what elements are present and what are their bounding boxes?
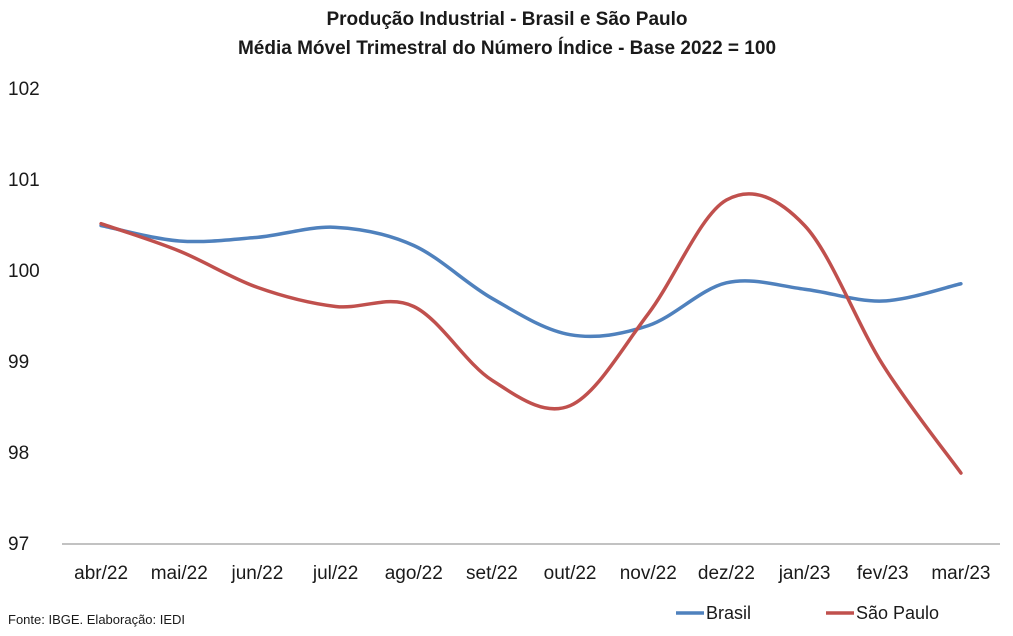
x-tick-label: abr/22 — [74, 563, 128, 584]
y-tick-label: 101 — [8, 170, 40, 191]
x-tick-label: out/22 — [544, 563, 597, 584]
legend-label-brasil: Brasil — [706, 603, 751, 623]
chart-subtitle: Média Móvel Trimestral do Número Índice … — [238, 37, 776, 59]
series-line-brasil — [99, 223, 963, 339]
y-tick-label: 98 — [8, 443, 29, 464]
series-lines — [99, 192, 963, 475]
x-tick-label: ago/22 — [385, 563, 443, 584]
x-tick-label: jun/22 — [231, 563, 284, 584]
x-tick-label: fev/23 — [857, 563, 909, 584]
x-tick-label: dez/22 — [698, 563, 755, 584]
x-tick-label: jul/22 — [312, 563, 358, 584]
y-tick-label: 99 — [8, 352, 29, 373]
x-tick-label: mar/23 — [931, 563, 990, 584]
x-tick-label: jan/23 — [778, 563, 831, 584]
x-tick-label: mai/22 — [151, 563, 208, 584]
series-line-sao-paulo — [99, 192, 963, 475]
y-tick-label: 97 — [8, 534, 29, 555]
x-axis-tick-labels: abr/22 mai/22 jun/22 jul/22 ago/22 set/22 out/… — [74, 563, 990, 584]
x-tick-label: set/22 — [466, 563, 518, 584]
y-tick-label: 102 — [8, 79, 40, 100]
source-note: Fonte: IBGE. Elaboração: IEDI — [8, 612, 185, 627]
legend-label-sao-paulo: São Paulo — [856, 603, 939, 623]
y-axis-tick-labels: 97 98 99 100 101 102 — [8, 79, 40, 555]
chart-legend: Brasil São Paulo — [676, 603, 939, 623]
chart-title: Produção Industrial - Brasil e São Paulo — [326, 9, 687, 30]
y-tick-label: 100 — [8, 261, 40, 282]
x-tick-label: nov/22 — [620, 563, 677, 584]
